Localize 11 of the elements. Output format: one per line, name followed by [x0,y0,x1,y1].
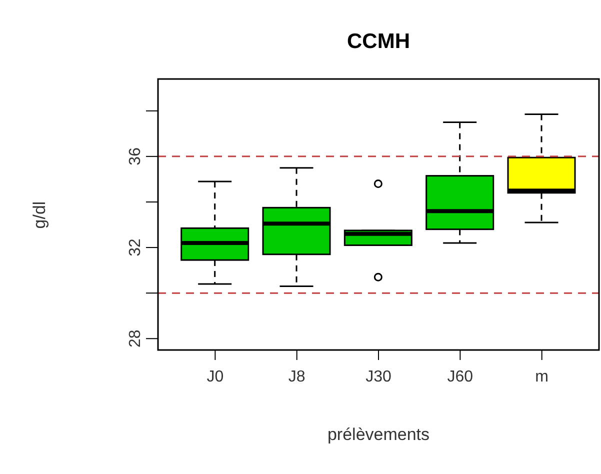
chart-title: CCMH [346,30,411,54]
x-tick-label: J60 [447,368,474,386]
y-tick-label: 36 [127,147,144,166]
x-tick-label: m [535,368,548,386]
y-tick-label: 28 [127,330,144,348]
x-tick-label: J0 [206,368,224,386]
y-axis-title: g/dl [30,200,50,231]
x-tick-label: J8 [288,368,306,386]
x-axis-title: prélèvements [326,425,431,445]
y-tick-label: 32 [127,238,144,256]
x-tick-label: J30 [366,368,392,386]
